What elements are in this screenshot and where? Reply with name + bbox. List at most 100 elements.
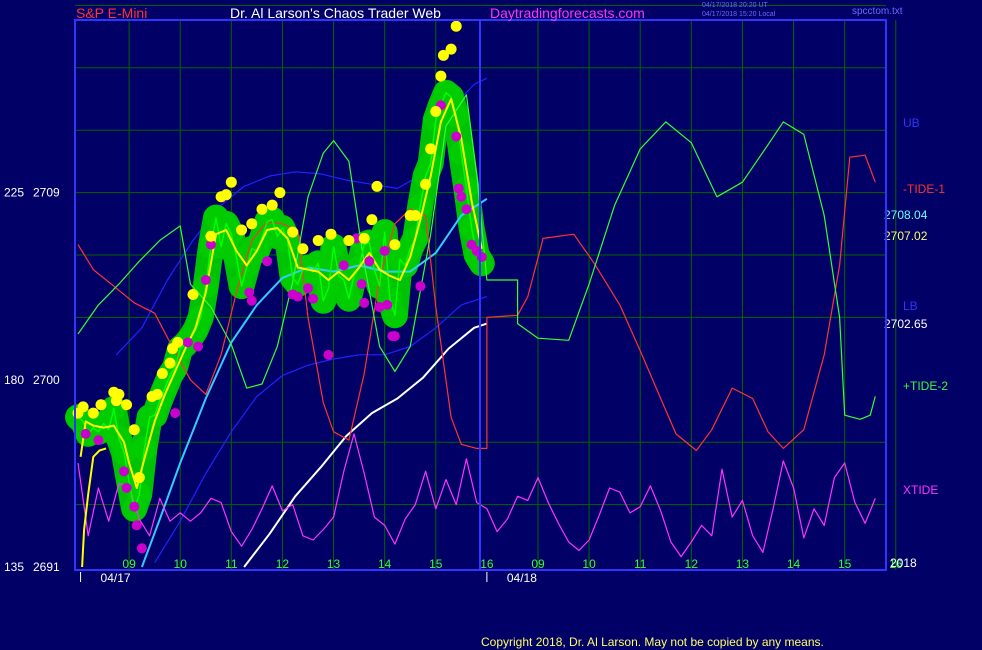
magenta-marker bbox=[121, 482, 132, 493]
header-instrument: S&P E-Mini bbox=[76, 5, 148, 21]
magenta-marker bbox=[415, 281, 426, 292]
x-tick-label: 13 bbox=[736, 557, 750, 571]
magenta-marker bbox=[170, 408, 181, 419]
yellow-marker bbox=[156, 368, 168, 380]
yellow-marker bbox=[164, 357, 176, 369]
yellow-marker bbox=[121, 399, 133, 411]
series-long-average bbox=[243, 322, 488, 568]
yellow-marker bbox=[430, 105, 442, 117]
series-xtide bbox=[77, 433, 876, 558]
y-tick-left: 225 bbox=[4, 186, 24, 200]
series-fast-average-early bbox=[81, 447, 107, 568]
magenta-marker bbox=[338, 260, 349, 271]
yellow-marker bbox=[445, 43, 457, 55]
yellow-marker bbox=[343, 234, 355, 246]
x-tick-label: 09 bbox=[122, 557, 136, 571]
right-label-lb: LB bbox=[903, 299, 918, 313]
yellow-marker bbox=[225, 176, 237, 188]
yellow-marker bbox=[371, 180, 383, 192]
yellow-marker bbox=[187, 289, 199, 301]
yellow-marker bbox=[236, 224, 248, 236]
magenta-marker bbox=[136, 543, 147, 554]
magenta-marker bbox=[93, 435, 104, 446]
yellow-marker bbox=[205, 230, 217, 242]
series-layer bbox=[77, 92, 876, 568]
magenta-marker bbox=[389, 331, 400, 342]
magenta-marker bbox=[129, 501, 140, 512]
series--tide-2 bbox=[77, 94, 876, 420]
y-tick-left: 135 bbox=[4, 560, 24, 574]
yellow-marker bbox=[297, 243, 309, 255]
magenta-marker bbox=[292, 291, 303, 302]
yellow-marker bbox=[450, 20, 462, 32]
marker-layer bbox=[72, 20, 487, 554]
year-label: 2018 bbox=[890, 556, 917, 570]
series-fast-average bbox=[79, 98, 483, 489]
header-site-link[interactable]: Daytradingforecasts.com bbox=[490, 5, 645, 21]
yellow-marker bbox=[409, 209, 421, 221]
yellow-marker bbox=[95, 399, 107, 411]
series--tide-1 bbox=[77, 154, 876, 452]
magenta-marker bbox=[262, 256, 273, 267]
x-tick-label: 14 bbox=[787, 557, 801, 571]
magenta-marker bbox=[308, 293, 319, 304]
right-label-2708-04: 2708.04 bbox=[884, 208, 928, 222]
x-tick-label: 12 bbox=[276, 557, 290, 571]
x-tick-label: 16 bbox=[889, 557, 903, 571]
magenta-marker bbox=[476, 252, 487, 263]
right-label-2707-02: 2707.02 bbox=[884, 229, 928, 243]
yellow-marker bbox=[151, 388, 163, 400]
x-tick-label: 11 bbox=[225, 557, 238, 571]
x-tick-label: 11 bbox=[634, 557, 647, 571]
yellow-marker bbox=[266, 199, 278, 211]
magenta-marker bbox=[359, 297, 370, 308]
magenta-marker bbox=[80, 428, 91, 439]
x-tick-label: 15 bbox=[429, 557, 443, 571]
yellow-marker bbox=[220, 189, 232, 201]
yellow-marker bbox=[256, 203, 268, 215]
magenta-marker bbox=[200, 274, 211, 285]
y-tick-right: 2700 bbox=[33, 373, 60, 387]
header-title: Dr. Al Larson's Chaos Trader Web bbox=[230, 5, 441, 21]
y-tick-right: 2709 bbox=[33, 186, 60, 200]
x-tick-label: 10 bbox=[582, 557, 596, 571]
x-tick-label: 12 bbox=[685, 557, 699, 571]
copyright-notice: Copyright 2018, Dr. Al Larson. May not b… bbox=[481, 635, 824, 649]
magenta-marker bbox=[379, 245, 390, 256]
magenta-marker bbox=[246, 295, 257, 306]
yellow-marker bbox=[113, 388, 125, 400]
magenta-marker bbox=[193, 341, 204, 352]
x-tick-label: 16 bbox=[480, 557, 494, 571]
axis-text-layer: 09 10 11 12 13 14 15 16 09 10 11 12 13 14 15 16 04/17 04/… bbox=[4, 116, 948, 585]
magenta-marker bbox=[451, 131, 462, 142]
magenta-marker bbox=[303, 283, 313, 294]
y-tick-right: 2691 bbox=[33, 560, 60, 574]
date-label: 04/17 bbox=[101, 571, 131, 585]
right-label-ub: UB bbox=[903, 116, 920, 130]
yellow-marker bbox=[87, 407, 99, 419]
magenta-marker bbox=[382, 299, 393, 310]
yellow-marker bbox=[435, 70, 447, 82]
magenta-marker bbox=[244, 287, 255, 298]
yellow-marker bbox=[133, 472, 145, 484]
yellow-marker bbox=[77, 401, 89, 413]
magenta-marker bbox=[453, 183, 464, 194]
y-tick-left: 180 bbox=[4, 373, 24, 387]
magenta-marker bbox=[456, 191, 467, 202]
magenta-marker bbox=[182, 337, 193, 348]
yellow-marker bbox=[312, 234, 324, 246]
series-lb bbox=[154, 296, 488, 564]
header-timestamp-ut: 04/17/2018 20:20 UT bbox=[702, 2, 768, 9]
yellow-marker bbox=[389, 239, 401, 251]
yellow-marker bbox=[420, 178, 432, 190]
right-label-xtide: XTIDE bbox=[903, 483, 938, 497]
magenta-marker bbox=[119, 466, 129, 477]
date-label: 04/18 bbox=[507, 571, 537, 585]
right-label--tide-2: +TIDE-2 bbox=[903, 379, 948, 393]
yellow-marker bbox=[246, 218, 258, 230]
header-filename: spcctom.txt bbox=[852, 6, 903, 17]
magenta-marker bbox=[131, 520, 142, 531]
yellow-marker bbox=[172, 336, 184, 348]
right-label-2702-65: 2702.65 bbox=[884, 317, 928, 331]
yellow-marker bbox=[287, 226, 299, 238]
